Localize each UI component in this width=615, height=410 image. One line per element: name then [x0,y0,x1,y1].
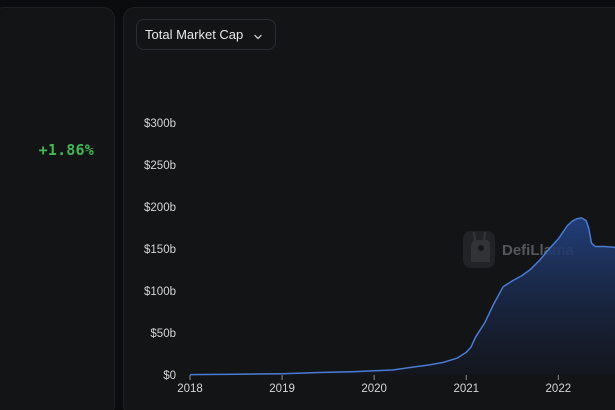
metric-select-label: Total Market Cap [145,27,244,42]
change-percentage: +1.86% [38,141,94,159]
chevron-down-icon [253,30,263,40]
metric-select-dropdown[interactable]: Total Market Cap [136,19,277,50]
chart-panel: Total Market Cap [123,7,615,410]
stats-panel: +1.86% [0,7,115,410]
